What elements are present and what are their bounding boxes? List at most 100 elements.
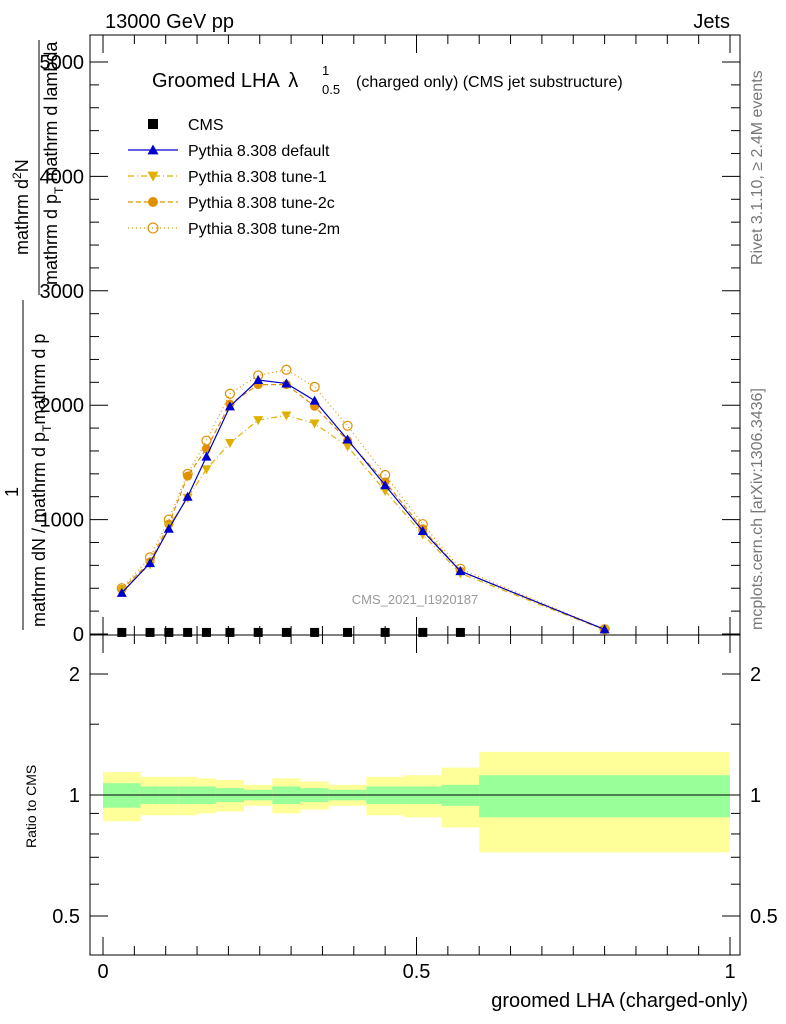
cms-point xyxy=(145,627,155,637)
legend-entry: CMS xyxy=(148,117,224,134)
legend: CMS Pythia 8.308 default Pythia 8.308 tune… xyxy=(128,117,340,238)
ratio-tick-label: 1 xyxy=(69,785,80,807)
series-pythia-8-308-default xyxy=(116,375,610,634)
analysis-tag: CMS_2021_I1920187 xyxy=(352,592,479,607)
cms-point xyxy=(455,627,465,637)
series-point xyxy=(309,395,320,405)
ratio-tick-label: 2 xyxy=(69,664,80,686)
series-point xyxy=(281,411,292,421)
y-label-norm-rest: mathrm d p xyxy=(29,334,49,425)
y-label-sub: T xyxy=(52,186,66,194)
legend-entry: Pythia 8.308 tune-1 xyxy=(128,169,327,186)
ratio-tick-label-right: 1 xyxy=(750,785,761,807)
series-line xyxy=(121,379,605,630)
title-superscript: 1 xyxy=(322,63,329,78)
series-point xyxy=(342,434,353,444)
series-point xyxy=(309,381,320,392)
series-point xyxy=(116,587,127,597)
title-text: Groomed LHA xyxy=(152,70,280,92)
series-point xyxy=(224,401,235,411)
y-tick-label: 1000 xyxy=(40,510,85,532)
y-label-one: 1 xyxy=(2,487,22,497)
series-point xyxy=(281,378,292,388)
series-point xyxy=(145,558,156,568)
series-point xyxy=(342,420,353,431)
title-suffix: (charged only) (CMS jet substructure) xyxy=(356,74,623,91)
cms-point xyxy=(380,627,390,637)
legend-marker xyxy=(147,222,159,234)
series-point xyxy=(253,416,264,426)
ratio-tick-label: 0.5 xyxy=(52,906,80,928)
process-label: Jets xyxy=(693,11,730,33)
series-layer xyxy=(116,364,610,635)
series-point xyxy=(163,523,174,533)
series-point xyxy=(183,471,193,481)
series-point xyxy=(201,451,212,461)
legend-entry: Pythia 8.308 tune-2c xyxy=(128,195,335,212)
series-point xyxy=(182,491,193,501)
cms-point xyxy=(343,627,353,637)
y-label-norm-sub: T xyxy=(40,424,54,432)
x-tick-label: 1 xyxy=(724,961,735,983)
y-tick-label: 2000 xyxy=(40,395,85,417)
legend-label: CMS xyxy=(188,117,224,134)
x-axis-label: groomed LHA (charged-only) xyxy=(491,990,748,1012)
legend-label: Pythia 8.308 tune-1 xyxy=(188,169,327,186)
title-symbol: λ xyxy=(288,70,298,92)
ratio-bands xyxy=(103,751,730,853)
cms-point xyxy=(164,627,174,637)
series-point xyxy=(455,566,466,576)
legend-marker xyxy=(148,197,158,207)
rivet-label: Rivet 3.1.10, ≥ 2.4M events xyxy=(749,70,766,265)
series-line xyxy=(121,384,605,630)
y-axis-label: mathrm d2N mathrm d pT mathrm d lambda 1… xyxy=(2,40,66,630)
legend-entry: Pythia 8.308 tune-2m xyxy=(128,221,340,238)
svg-text:mathrm d2N: mathrm d2N xyxy=(10,159,32,255)
y-tick-label: 3000 xyxy=(40,281,85,303)
legend-label: Pythia 8.308 default xyxy=(188,143,330,160)
legend-label: Pythia 8.308 tune-2m xyxy=(188,221,340,238)
series-line xyxy=(121,414,605,631)
y-label-numerator-n: N xyxy=(12,159,32,172)
series-point xyxy=(224,438,235,448)
series-point xyxy=(599,624,610,634)
title-subscript: 0.5 xyxy=(322,82,340,97)
x-tick-label: 0 xyxy=(97,961,108,983)
y-label-denominator-rest: mathrm d lambda xyxy=(41,41,61,187)
cms-point xyxy=(225,627,235,637)
cms-point xyxy=(418,627,428,637)
plot-title: Groomed LHA λ 1 0.5 (charged only) (CMS … xyxy=(152,63,623,97)
series-point xyxy=(380,480,391,490)
y-label-numerator-d: mathrm d xyxy=(12,179,32,255)
legend-marker xyxy=(147,144,159,155)
svg-text:mathrm dN / mathrm d pTmathrm: mathrm dN / mathrm d pTmathrm d p xyxy=(29,334,54,627)
ratio-axis-ticks: 0 0.5 1 0.5 0.5 1 1 2 2 xyxy=(52,635,778,983)
ratio-tick-label-right: 2 xyxy=(750,664,761,686)
main-axis-ticks: 0 1000 2000 3000 4000 5000 xyxy=(40,35,740,646)
legend-entry: Pythia 8.308 default xyxy=(128,143,330,160)
series-point xyxy=(342,442,353,452)
series-point xyxy=(417,526,428,536)
ratio-band-inner xyxy=(479,775,730,818)
y-tick-label: 0 xyxy=(73,624,84,646)
cms-data-points xyxy=(117,627,465,637)
legend-label: Pythia 8.308 tune-2c xyxy=(188,195,335,212)
svg-text:mathrm d pT mathrm d lambda: mathrm d pT mathrm d lambda xyxy=(41,41,66,285)
y-tick-label: 4000 xyxy=(40,166,85,188)
legend-marker xyxy=(147,171,159,182)
svg-text:Groomed LHA λ: Groomed LHA λ xyxy=(152,70,298,92)
cms-point xyxy=(201,627,211,637)
cms-point xyxy=(253,627,263,637)
y-tick-label: 5000 xyxy=(40,52,85,74)
cms-point xyxy=(117,627,127,637)
series-point xyxy=(201,465,212,475)
y-label-sup: 2 xyxy=(10,172,24,179)
energy-label: 13000 GeV pp xyxy=(105,11,234,33)
series-point xyxy=(224,388,236,399)
cms-point xyxy=(183,627,193,637)
legend-marker xyxy=(148,119,158,129)
x-tick-label: 0.5 xyxy=(403,961,431,983)
y-label-denominator: mathrm d p xyxy=(41,194,61,285)
series-point xyxy=(281,364,292,375)
